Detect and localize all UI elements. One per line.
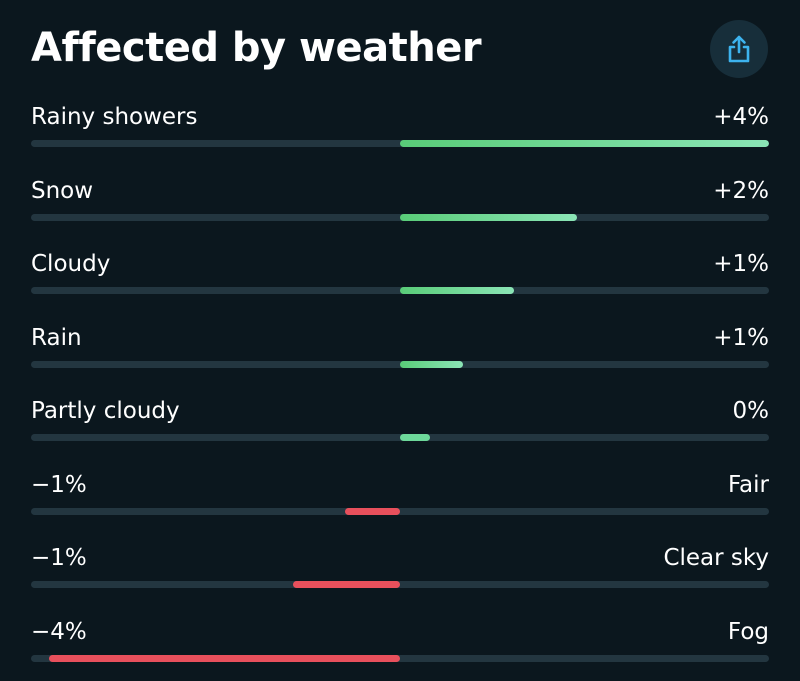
- impact-bar-track: [31, 213, 769, 221]
- negative-impact-bar: [344, 507, 400, 515]
- negative-impact-bar: [292, 581, 400, 588]
- weather-row: Fog −4%: [31, 618, 769, 678]
- impact-bar-track: [31, 654, 769, 662]
- impact-value: 0%: [732, 398, 770, 424]
- share-icon: [728, 35, 750, 63]
- weather-row: Fair −1%: [31, 471, 769, 531]
- weather-condition-label: Snow: [31, 177, 94, 204]
- impact-value: +1%: [713, 324, 769, 351]
- positive-impact-bar: [400, 287, 515, 294]
- positive-impact-bar: [400, 434, 430, 441]
- share-button[interactable]: [710, 20, 768, 78]
- weather-row: Partly cloudy 0%: [31, 397, 769, 457]
- weather-row: Snow +2%: [31, 177, 769, 237]
- weather-row: Rain +1%: [31, 324, 769, 384]
- weather-condition-label: Fair: [727, 471, 769, 498]
- weather-condition-label: Partly cloudy: [31, 398, 180, 424]
- impact-bar-track: [31, 581, 769, 588]
- impact-value: −1%: [31, 545, 87, 571]
- impact-value: −4%: [31, 618, 87, 645]
- page-title: Affected by weather: [31, 25, 482, 71]
- weather-condition-label: Clear sky: [663, 545, 769, 571]
- positive-impact-bar: [400, 360, 463, 368]
- impact-bar-track: [31, 360, 769, 368]
- impact-value: +1%: [713, 251, 769, 277]
- impact-bar-track: [31, 434, 769, 441]
- weather-condition-label: Cloudy: [31, 251, 111, 277]
- impact-bar-track: [31, 140, 769, 147]
- weather-condition-label: Rainy showers: [31, 104, 198, 130]
- weather-row: Cloudy +1%: [31, 250, 769, 310]
- impact-value: +4%: [713, 104, 769, 130]
- impact-bar-track: [31, 507, 769, 515]
- positive-impact-bar: [400, 140, 769, 147]
- weather-row: Rainy showers +4%: [31, 103, 769, 163]
- impact-bar-track: [31, 287, 769, 294]
- positive-impact-bar: [400, 213, 578, 221]
- weather-condition-label: Fog: [727, 618, 769, 645]
- weather-condition-label: Rain: [31, 324, 82, 351]
- impact-value: −1%: [31, 471, 87, 498]
- weather-row: Clear sky −1%: [31, 544, 769, 604]
- impact-value: +2%: [713, 177, 769, 204]
- negative-impact-bar: [49, 654, 400, 662]
